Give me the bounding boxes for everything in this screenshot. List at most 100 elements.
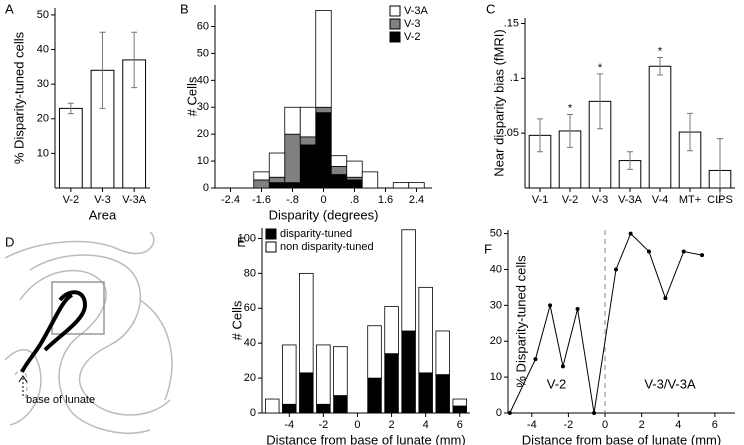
- bar-segment: [284, 182, 301, 189]
- bar-segment: [315, 9, 332, 108]
- sulcus-outline: [139, 299, 173, 401]
- point: [614, 267, 619, 272]
- y-tick-label: 40: [244, 337, 256, 349]
- bar-segment: [384, 306, 399, 355]
- y-tick-label: 30: [490, 299, 502, 311]
- bar-segment: [316, 403, 331, 414]
- panel-letter: D: [5, 234, 14, 249]
- diagram-label: base of lunate: [26, 394, 95, 406]
- bar-segment: [408, 182, 425, 189]
- x-axis-label: Disparity (degrees): [269, 207, 379, 222]
- error-bar: [687, 112, 693, 152]
- bar-segment: [284, 106, 301, 135]
- region-label: V-2: [547, 376, 567, 391]
- bar-segment: [316, 344, 331, 405]
- bar: [648, 65, 672, 189]
- y-axis-label: Near disparity bias (fMRI): [491, 29, 506, 176]
- x-tick-label: .8: [350, 194, 359, 206]
- x-tick-label: 0: [602, 419, 608, 431]
- legend-label: non disparity-tuned: [280, 241, 374, 253]
- point: [575, 306, 580, 311]
- y-tick-label: 0: [203, 182, 209, 194]
- panel-letter: A: [5, 1, 14, 16]
- bar-segment: [330, 166, 348, 175]
- x-tick-label: -1.6: [252, 194, 271, 206]
- bar-segment: [435, 330, 450, 376]
- x-tick-label: CIPS: [707, 194, 733, 206]
- bar-segment: [284, 133, 301, 184]
- y-tick-label: .15: [504, 17, 519, 29]
- bar-segment: [346, 176, 363, 181]
- error-bar: [657, 56, 663, 76]
- bar-segment: [367, 377, 382, 414]
- bar-segment: [346, 179, 363, 189]
- y-axis-label: # Cells: [229, 300, 244, 340]
- y-tick-label: 0: [496, 407, 502, 419]
- point: [592, 411, 597, 415]
- y-tick-label: 30: [197, 101, 209, 113]
- x-tick-label: V-2: [63, 194, 80, 206]
- x-tick-label: V-2: [562, 194, 579, 206]
- legend-swatch: [265, 228, 277, 240]
- legend-swatch: [389, 18, 401, 30]
- x-tick-label: 6: [457, 419, 463, 431]
- error-bar: [67, 102, 74, 115]
- point: [560, 364, 565, 369]
- legend-swatch: [389, 5, 401, 17]
- bar-segment: [315, 112, 332, 189]
- x-tick-label: V-4: [652, 194, 669, 206]
- y-tick-label: 40: [37, 43, 49, 55]
- y-tick-label: .1: [510, 72, 519, 84]
- legend-swatch: [265, 241, 277, 253]
- point: [663, 296, 668, 301]
- x-tick-label: -2: [564, 419, 574, 431]
- point: [507, 411, 512, 415]
- x-tick-label: V-3A: [618, 194, 643, 206]
- x-axis-label: Distance from base of lunate (mm): [522, 432, 721, 445]
- x-tick-label: V-3: [592, 194, 609, 206]
- x-tick-label: MT+: [679, 194, 701, 206]
- error-bar: [537, 118, 543, 153]
- line: [509, 232, 703, 414]
- y-tick-label: 20: [490, 335, 502, 347]
- y-tick-label: 10: [37, 147, 49, 159]
- error-bar: [99, 31, 106, 109]
- sulcus-outline: [14, 369, 28, 401]
- bar-segment: [384, 353, 399, 414]
- significance-mark: *: [598, 62, 603, 74]
- x-tick-label: V-3A: [122, 194, 147, 206]
- bar-segment: [299, 136, 317, 146]
- y-tick-label: 20: [37, 113, 49, 125]
- bar-segment: [299, 372, 314, 414]
- bar-segment: [253, 179, 270, 189]
- x-tick-label: -4: [284, 419, 294, 431]
- y-tick-label: 50: [37, 9, 49, 21]
- panel-letter: C: [486, 1, 495, 16]
- y-tick-label: 50: [490, 227, 502, 239]
- bar-segment: [401, 229, 416, 332]
- bar-segment: [253, 171, 270, 181]
- significance-mark: *: [658, 45, 663, 57]
- y-tick-label: 10: [490, 371, 502, 383]
- sulcus-outline: [4, 231, 155, 259]
- bar-segment: [265, 398, 280, 414]
- bar-segment: [299, 272, 314, 374]
- error-bar: [567, 114, 573, 148]
- point: [646, 249, 651, 254]
- recording-track: [20, 290, 88, 373]
- y-axis-label: # Cells: [184, 76, 199, 116]
- y-tick-label: 60: [244, 302, 256, 314]
- y-tick-label: .05: [504, 127, 519, 139]
- x-tick-label: 2: [389, 419, 395, 431]
- bar-segment: [282, 403, 297, 414]
- bar-segment: [346, 160, 363, 178]
- bar-segment: [299, 144, 317, 189]
- y-tick-label: 30: [37, 78, 49, 90]
- bar-segment: [418, 286, 433, 374]
- x-tick-label: -.8: [286, 194, 299, 206]
- bar-segment: [268, 152, 286, 178]
- point: [548, 303, 553, 308]
- x-axis-label: Area: [89, 207, 117, 222]
- point: [533, 357, 538, 362]
